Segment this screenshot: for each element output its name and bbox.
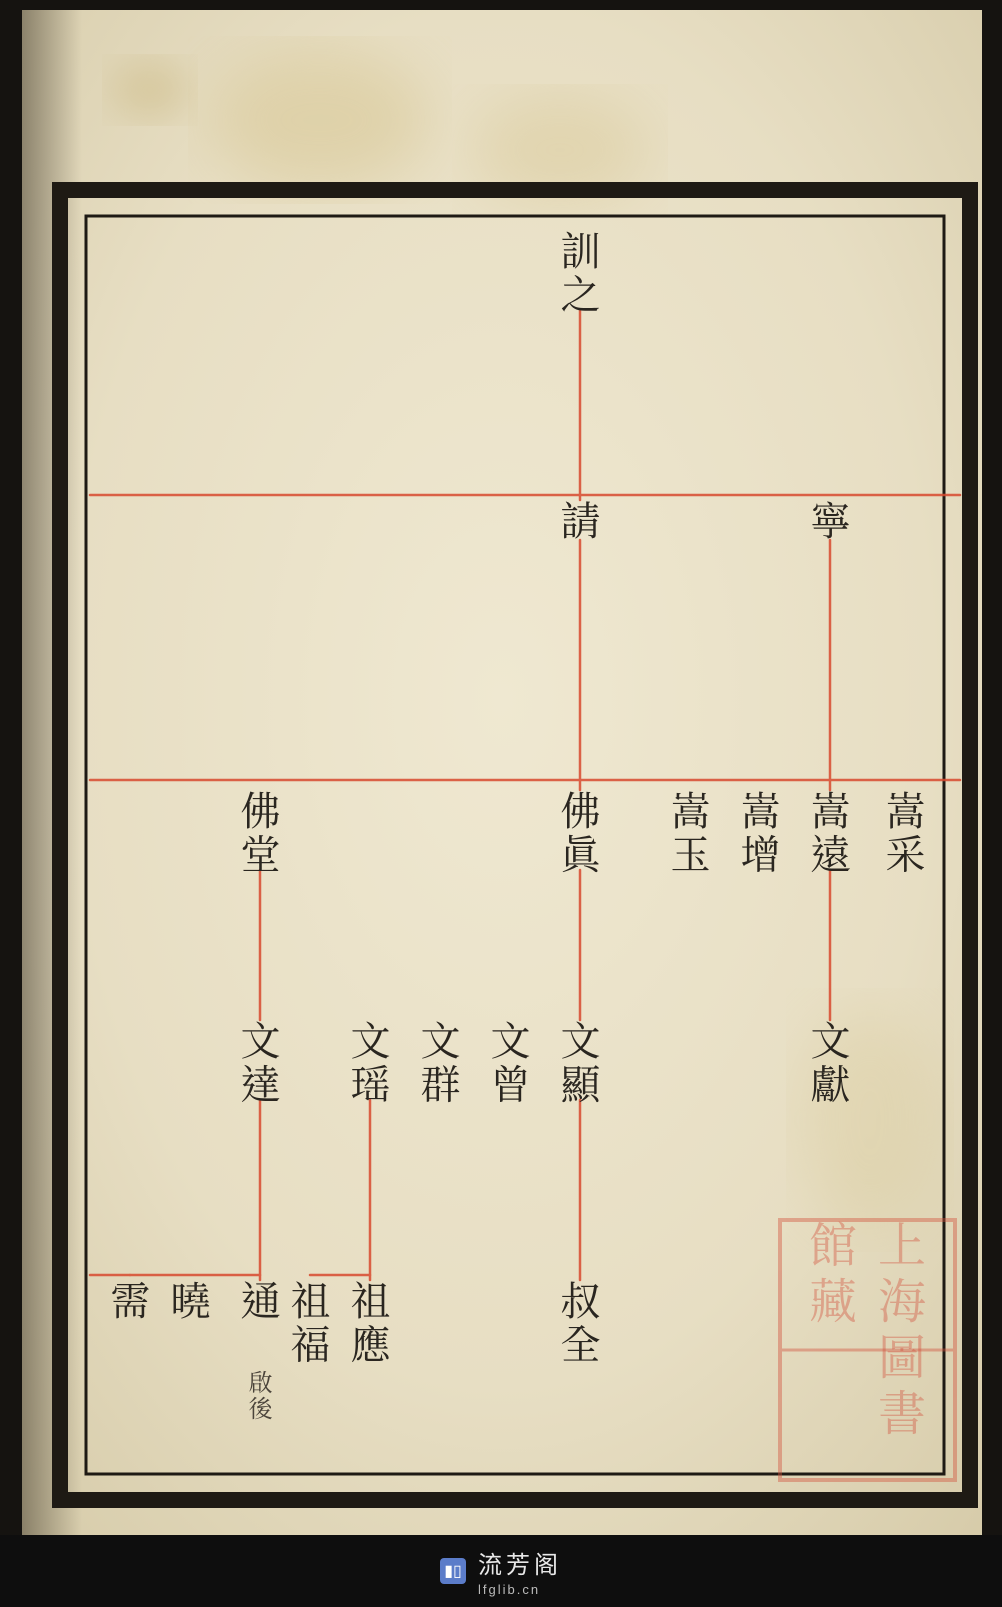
footer-bar: ▮▯ 流芳阁 lfglib.cn (0, 1535, 1002, 1607)
genealogy-node-ning: 寧 (810, 500, 850, 543)
genealogy-node-qing: 請 (560, 500, 600, 543)
genealogy-node-tong: 通 (240, 1280, 280, 1323)
genealogy-node-songcai: 嵩采 (885, 790, 925, 876)
genealogy-node-wenceng: 文曾 (490, 1020, 530, 1106)
footer-text-block: 流芳阁 lfglib.cn (478, 1545, 562, 1597)
footer-url: lfglib.cn (478, 1582, 562, 1597)
genealogy-node-wenda: 文達 (240, 1020, 280, 1106)
genealogy-node-xu: 需 (110, 1280, 150, 1323)
footer-brand: 流芳阁 (478, 1545, 562, 1580)
genealogy-node-wenyao: 文瑶 (350, 1020, 390, 1106)
book-icon: ▮▯ (440, 1558, 466, 1584)
library-seal: 上海圖書館藏 (780, 1220, 955, 1480)
genealogy-node-wenxian: 文獻 (810, 1020, 850, 1106)
genealogy-node-zufu: 祖福 (290, 1280, 330, 1366)
page-root: 訓之請寧嵩采嵩遠嵩增嵩玉佛眞佛堂文獻文顯文曾文群文瑶文達叔全祖應祖福通曉需啟後 … (0, 0, 1002, 1607)
genealogy-node-songyu: 嵩玉 (670, 790, 710, 876)
genealogy-node-zuying: 祖應 (350, 1280, 390, 1366)
genealogy-node-xunzhi: 訓之 (560, 230, 600, 316)
genealogy-node-fotang: 佛堂 (240, 790, 280, 876)
genealogy-node-fozhen: 佛眞 (560, 790, 600, 876)
genealogy-node-wenqun: 文群 (420, 1020, 460, 1106)
genealogy-node-xiao: 曉 (170, 1280, 210, 1323)
genealogy-node-qihou: 啟後 (248, 1370, 272, 1422)
genealogy-node-songyuan: 嵩遠 (810, 790, 850, 876)
genealogy-node-songzeng: 嵩增 (740, 790, 780, 876)
genealogy-node-shuquan: 叔全 (560, 1280, 600, 1366)
genealogy-node-wenxian2: 文顯 (560, 1020, 600, 1106)
